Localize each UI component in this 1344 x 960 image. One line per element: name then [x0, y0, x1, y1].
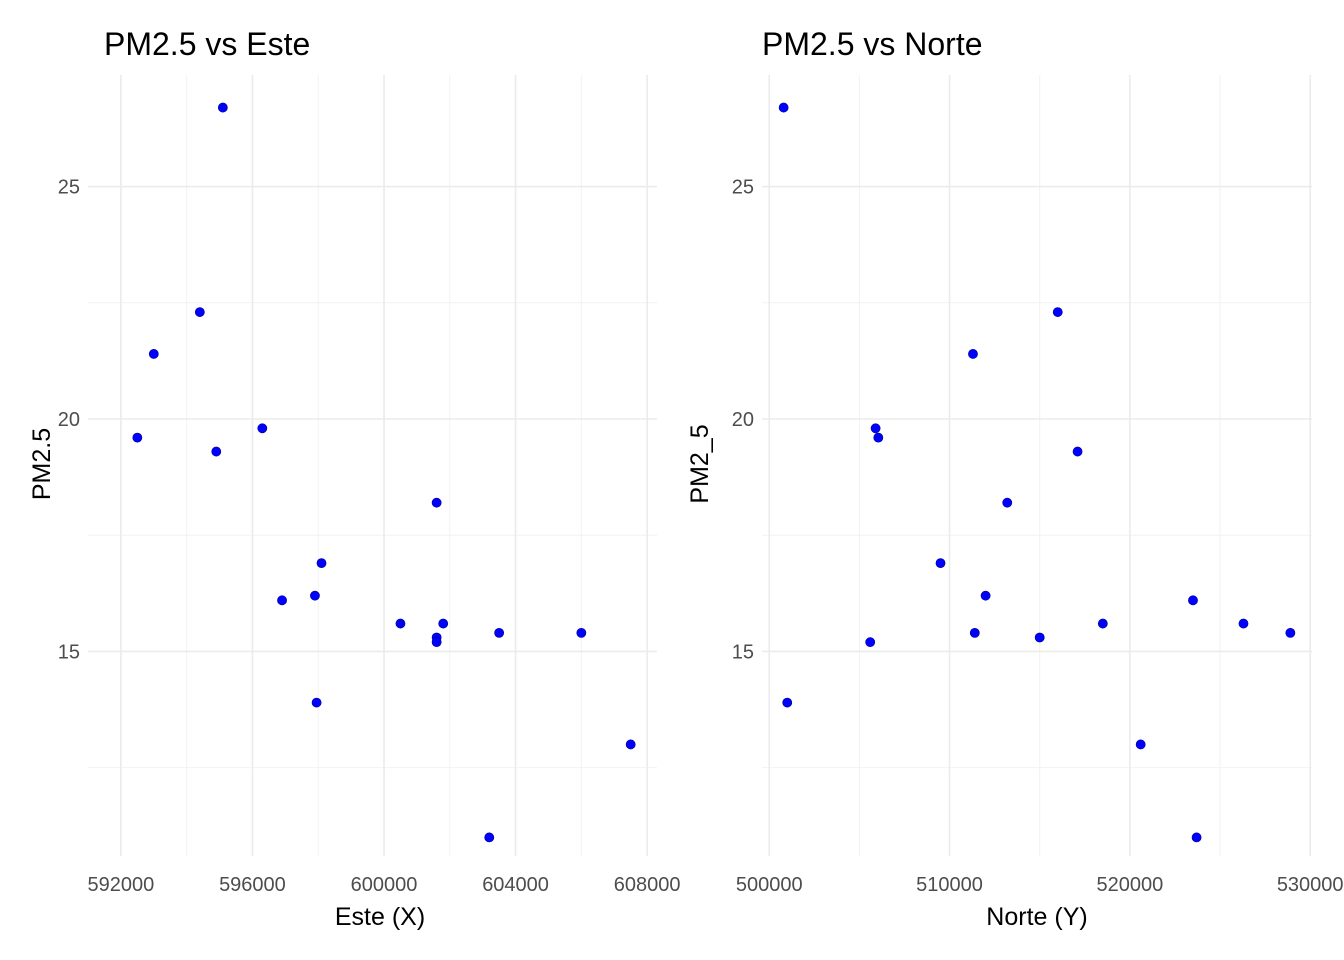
data-point [625, 739, 636, 750]
y-tick-label: 15 [732, 641, 754, 663]
data-point [1072, 446, 1083, 457]
y-tick-label: 20 [58, 409, 80, 431]
y-tick-labels-norte: 15 20 25 [732, 177, 754, 664]
y-tick-label: 20 [732, 409, 754, 431]
chart-title-este: PM2.5 vs Este [104, 26, 310, 62]
x-tick-labels-este: 592000 596000 600000 604000 608000 [88, 874, 681, 896]
points-este [132, 102, 636, 843]
data-point [1034, 632, 1045, 643]
data-point [1238, 618, 1249, 629]
data-point [277, 595, 287, 606]
data-point [257, 423, 268, 434]
data-point [1097, 618, 1108, 629]
data-point [484, 832, 495, 843]
data-point [778, 102, 789, 113]
data-point [211, 446, 222, 457]
x-tick-label: 604000 [482, 874, 549, 896]
data-point [431, 637, 442, 648]
data-point [438, 618, 449, 629]
x-tick-label: 596000 [219, 874, 286, 896]
x-tick-label: 510000 [916, 874, 983, 896]
scatter-panel-norte: 500000 510000 520000 530000 15 20 25 PM2.5 vs… [686, 26, 1344, 931]
data-point [782, 697, 793, 708]
data-point [870, 423, 881, 434]
data-point [865, 637, 876, 648]
points-norte [778, 102, 1296, 843]
data-point [969, 627, 980, 638]
data-point [1052, 307, 1063, 317]
grid-este [88, 75, 657, 856]
x-tick-label: 608000 [614, 874, 681, 896]
data-point [1135, 739, 1146, 750]
data-point [873, 432, 884, 443]
data-point [395, 618, 406, 629]
data-point [311, 697, 322, 708]
y-axis-label-este: PM2.5 [28, 428, 56, 500]
scatter-panel-este: 592000 596000 600000 604000 608000 15 20 25 PM… [28, 26, 681, 931]
data-point [316, 558, 327, 569]
data-point [194, 307, 205, 317]
y-tick-labels-este: 15 20 25 [58, 177, 80, 664]
data-point [1285, 627, 1296, 638]
data-point [494, 627, 505, 638]
x-tick-label: 592000 [88, 874, 155, 896]
x-tick-labels-norte: 500000 510000 520000 530000 [736, 874, 1344, 896]
x-axis-label-norte: Norte (Y) [986, 903, 1087, 931]
x-tick-label: 530000 [1277, 874, 1344, 896]
x-tick-label: 500000 [736, 874, 803, 896]
data-point [132, 432, 143, 443]
data-point [1191, 832, 1202, 843]
data-point [1002, 497, 1013, 508]
data-point [576, 627, 587, 638]
data-point [431, 497, 442, 508]
data-point [1188, 595, 1198, 606]
data-point [310, 590, 320, 601]
data-point [148, 349, 159, 359]
data-point [980, 590, 991, 601]
y-tick-label: 25 [58, 177, 80, 199]
y-tick-label: 15 [58, 641, 80, 663]
y-tick-label: 25 [732, 177, 754, 199]
data-point [935, 558, 946, 569]
data-point [217, 102, 228, 113]
x-axis-label-este: Este (X) [335, 903, 425, 931]
y-axis-label-norte: PM2_5 [686, 424, 714, 503]
chart-title-norte: PM2.5 vs Norte [762, 26, 983, 62]
x-tick-label: 600000 [351, 874, 418, 896]
x-tick-label: 520000 [1096, 874, 1163, 896]
grid-norte [762, 75, 1312, 856]
data-point [968, 349, 978, 359]
